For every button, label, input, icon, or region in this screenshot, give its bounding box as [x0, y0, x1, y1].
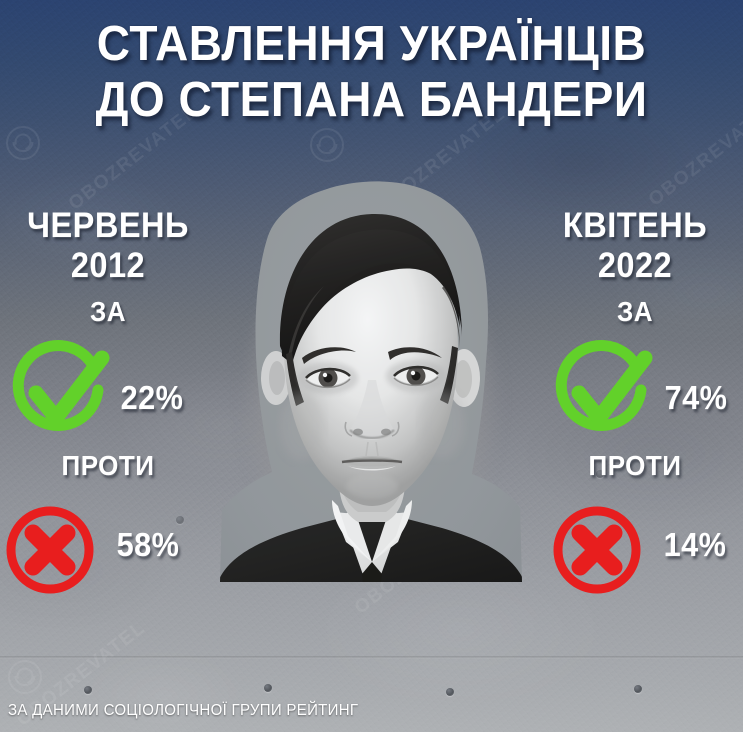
- right-against-value: 14%: [663, 526, 727, 563]
- bolt-mark: [596, 470, 604, 478]
- left-against-label: ПРОТИ: [61, 450, 155, 481]
- bolt-mark: [84, 686, 92, 694]
- check-circle-icon: [555, 340, 653, 431]
- portrait-photo: [206, 170, 536, 670]
- left-for-value: 22%: [120, 379, 184, 416]
- bolt-mark: [264, 684, 272, 692]
- bolt-mark: [176, 516, 184, 524]
- source-credit: ЗА ДАНИМИ СОЦІОЛОГІЧНОЇ ГРУПИ РЕЙТИНГ: [8, 702, 359, 719]
- left-against-value: 58%: [116, 526, 180, 563]
- left-month-label: ЧЕРВЕНЬ: [27, 206, 189, 245]
- right-for-label: ЗА: [616, 296, 654, 327]
- bolt-mark: [634, 685, 642, 693]
- left-year-label: 2012: [70, 246, 146, 285]
- right-month-label: КВІТЕНЬ: [562, 206, 708, 245]
- right-against-label: ПРОТИ: [588, 450, 682, 481]
- right-for-value: 74%: [664, 379, 728, 416]
- left-for-label: ЗА: [89, 296, 127, 327]
- check-circle-icon: [12, 340, 110, 431]
- x-circle-icon: [6, 506, 94, 594]
- right-year-label: 2022: [597, 246, 673, 285]
- portrait-illustration: [220, 181, 522, 582]
- bolt-mark: [446, 688, 454, 696]
- x-circle-icon: [553, 506, 641, 594]
